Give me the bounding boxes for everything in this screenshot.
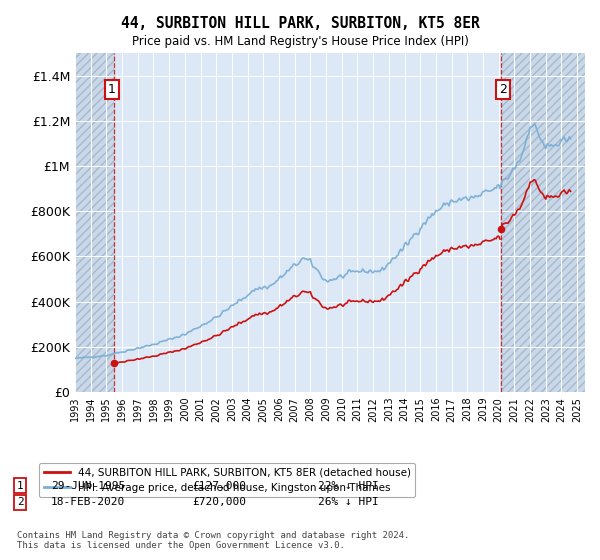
Text: £127,000: £127,000	[192, 480, 246, 491]
Bar	[75, 53, 114, 392]
Bar	[500, 53, 585, 392]
Text: 44, SURBITON HILL PARK, SURBITON, KT5 8ER: 44, SURBITON HILL PARK, SURBITON, KT5 8E…	[121, 16, 479, 31]
Text: 29-JUN-1995: 29-JUN-1995	[51, 480, 125, 491]
Text: Price paid vs. HM Land Registry's House Price Index (HPI): Price paid vs. HM Land Registry's House …	[131, 35, 469, 48]
Text: 2: 2	[499, 83, 507, 96]
Text: £720,000: £720,000	[192, 497, 246, 507]
Text: 1: 1	[17, 480, 23, 491]
Text: Contains HM Land Registry data © Crown copyright and database right 2024.
This d: Contains HM Land Registry data © Crown c…	[17, 531, 409, 550]
Text: 22% ↓ HPI: 22% ↓ HPI	[318, 480, 379, 491]
Bar	[75, 53, 114, 392]
Text: 18-FEB-2020: 18-FEB-2020	[51, 497, 125, 507]
Bar	[500, 53, 585, 392]
Text: 2: 2	[17, 497, 23, 507]
Text: 26% ↓ HPI: 26% ↓ HPI	[318, 497, 379, 507]
Text: 1: 1	[108, 83, 116, 96]
Legend: 44, SURBITON HILL PARK, SURBITON, KT5 8ER (detached house), HPI: Average price, : 44, SURBITON HILL PARK, SURBITON, KT5 8E…	[40, 463, 415, 497]
